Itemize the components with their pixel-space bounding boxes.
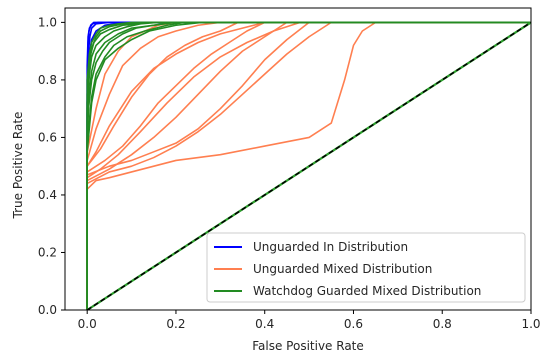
legend: Unguarded In Distribution Unguarded Mixe… bbox=[206, 232, 526, 303]
roc-curve-unguarded-mixed-distribution-13 bbox=[86, 21, 531, 310]
roc-curve-unguarded-mixed-distribution-10 bbox=[86, 21, 531, 310]
roc-curve-unguarded-in-distribution-3 bbox=[86, 21, 531, 310]
legend-frame bbox=[206, 232, 526, 303]
x-tick-label: 0.0 bbox=[78, 317, 97, 331]
y-tick-label: 1.0 bbox=[38, 15, 57, 29]
roc-curve-watchdog-guarded-mixed-distribution-21 bbox=[86, 21, 531, 310]
y-tick-label: 0.0 bbox=[38, 303, 57, 317]
legend-label-in-distribution: Unguarded In Distribution bbox=[253, 240, 408, 254]
y-tick-label: 0.4 bbox=[38, 188, 57, 202]
diagonal-chance-line-dashed bbox=[86, 21, 531, 310]
roc-curve-unguarded-mixed-distribution-11 bbox=[86, 21, 531, 310]
y-tick-label: 0.6 bbox=[38, 130, 57, 144]
x-tick-label: 0.2 bbox=[166, 317, 185, 331]
roc-curve-unguarded-mixed-distribution-4 bbox=[86, 21, 531, 310]
x-tick-label: 0.4 bbox=[255, 317, 274, 331]
legend-label-mixed-distribution: Unguarded Mixed Distribution bbox=[253, 262, 432, 276]
x-axis-label: False Positive Rate bbox=[252, 339, 364, 353]
roc-curve-unguarded-mixed-distribution-8 bbox=[86, 21, 531, 310]
roc-curve-watchdog-guarded-mixed-distribution-19 bbox=[86, 21, 531, 310]
roc-curve-unguarded-mixed-distribution-9 bbox=[86, 21, 531, 310]
x-tick-label: 0.8 bbox=[433, 317, 452, 331]
legend-label-watchdog-guarded: Watchdog Guarded Mixed Distribution bbox=[253, 284, 481, 298]
roc-curve-unguarded-mixed-distribution-12 bbox=[86, 21, 531, 310]
x-tick-label: 0.6 bbox=[344, 317, 363, 331]
roc-curve-watchdog-guarded-mixed-distribution-20 bbox=[86, 21, 531, 310]
y-tick-label: 0.8 bbox=[38, 73, 57, 87]
x-tick-label: 1.0 bbox=[521, 317, 540, 331]
y-tick-label: 0.2 bbox=[38, 245, 57, 259]
plot-frame bbox=[64, 7, 532, 311]
roc-curve-unguarded-mixed-distribution-5 bbox=[86, 21, 531, 310]
y-axis-label: True Positive Rate bbox=[11, 112, 25, 220]
roc-curve-watchdog-guarded-mixed-distribution-18 bbox=[86, 21, 531, 310]
